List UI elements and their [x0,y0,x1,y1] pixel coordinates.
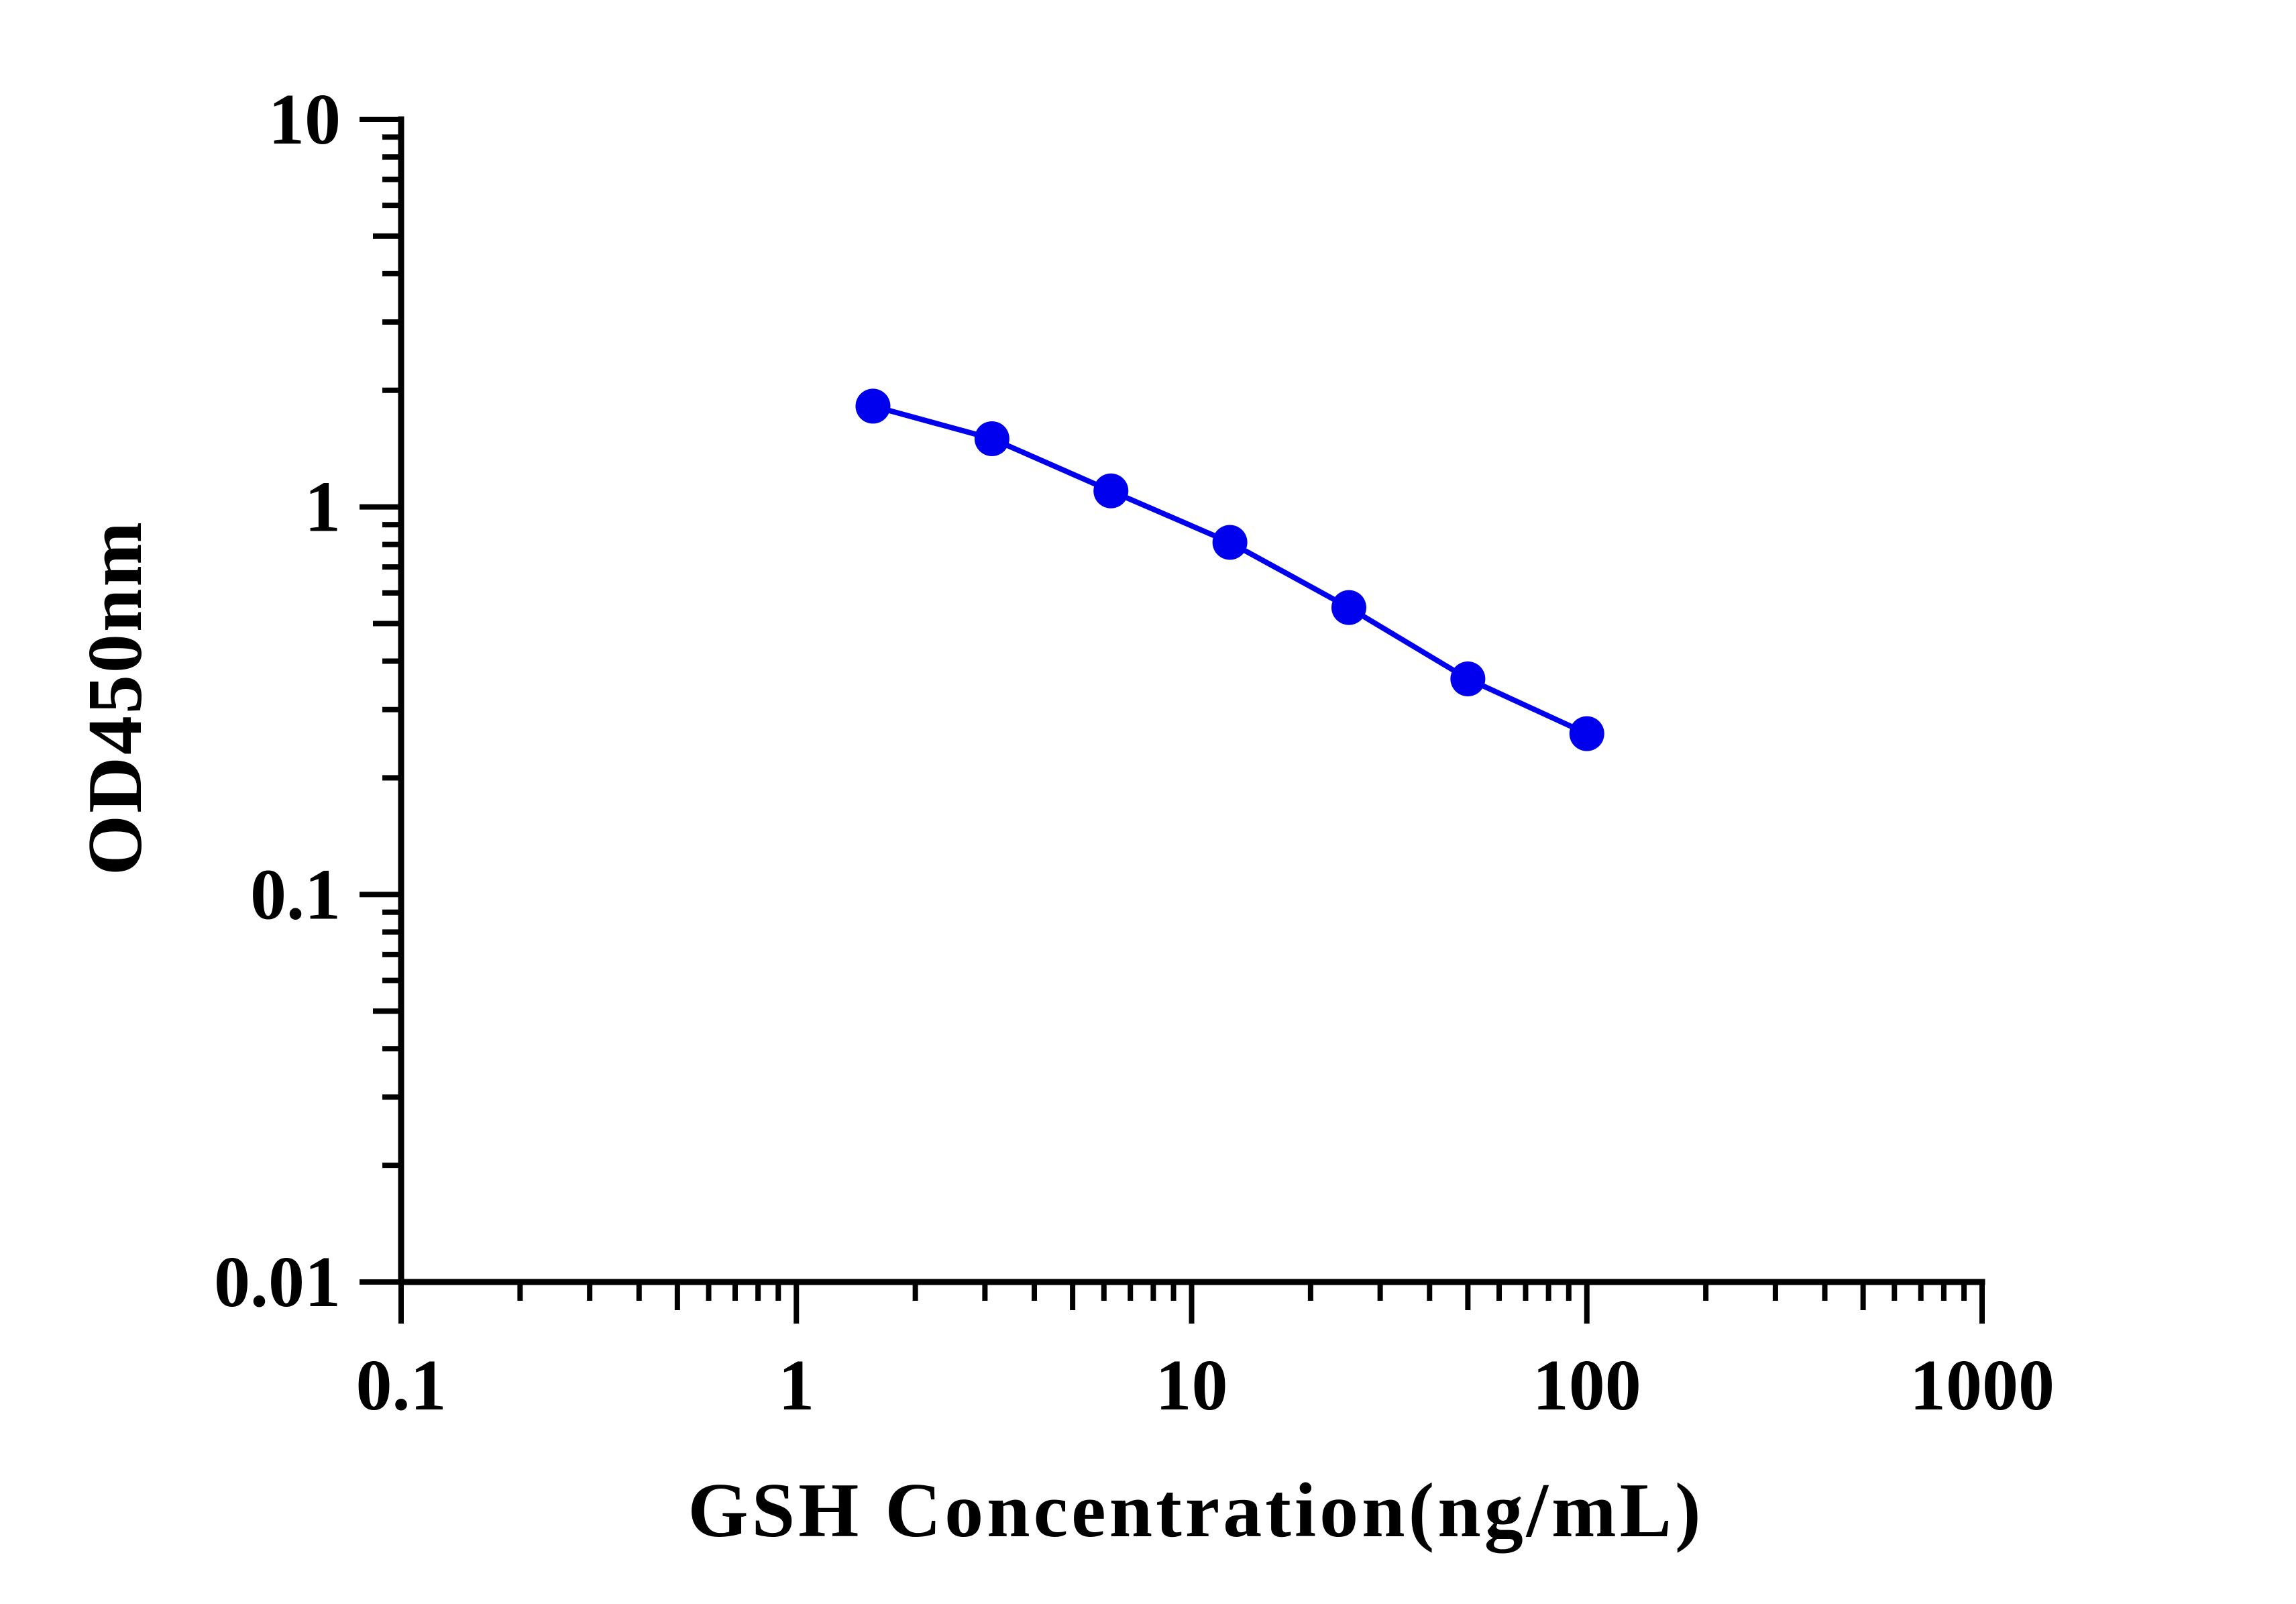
y-tick-label: 0.1 [250,855,341,934]
x-tick-label: 1 [778,1346,814,1426]
data-point [1569,716,1604,751]
x-tick-label: 1000 [1910,1346,2055,1426]
data-point [1450,661,1486,696]
y-tick-label: 0.01 [214,1242,341,1322]
x-tick-label: 0.1 [356,1346,447,1426]
data-point [1212,525,1248,560]
data-point [974,421,1009,456]
x-tick-label: 100 [1533,1346,1641,1426]
y-axis-title: OD450nm [72,520,158,875]
y-tick-label: 10 [268,80,341,160]
data-point [855,388,891,424]
series-layer [855,388,1604,751]
data-point [1331,590,1366,625]
data-point [1093,473,1129,509]
y-tick-label: 1 [305,468,341,547]
axes [398,116,1985,1285]
x-tick-label: 10 [1156,1346,1228,1426]
tick-marks [360,117,1985,1324]
x-axis-title: GSH Concentration(ng/mL) [688,1468,1704,1554]
